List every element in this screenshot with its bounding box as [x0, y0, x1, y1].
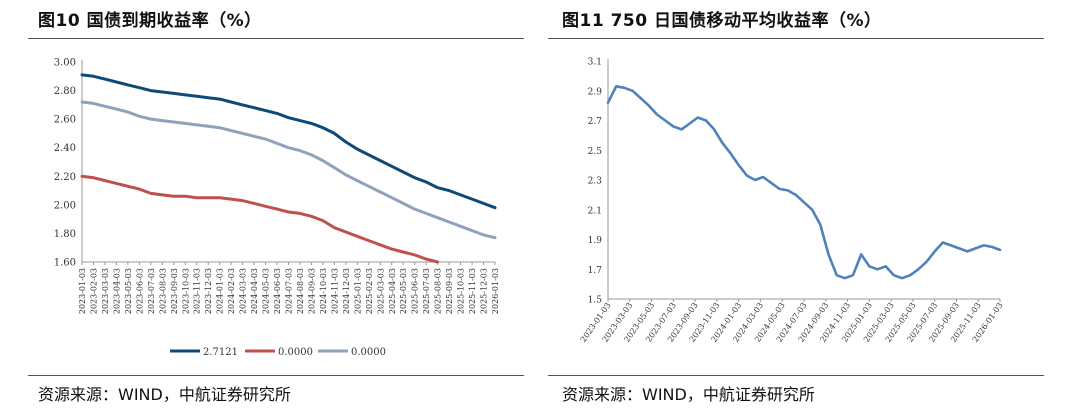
- x-tick-label: 2025-05-03: [399, 268, 408, 314]
- x-tick-label: 2024-01-03: [216, 268, 225, 314]
- series-line-2: [80, 100, 497, 240]
- x-tick-label: 2023-11-03: [193, 268, 202, 314]
- x-tick-label: 2023-09-03: [170, 268, 179, 314]
- y-tick-label: 2.20: [54, 172, 76, 183]
- x-tick-label: 2023-05-03: [124, 268, 133, 314]
- x-tick-label: 2024-05-03: [262, 268, 271, 314]
- y-tick-label: 2.3: [588, 177, 603, 187]
- x-tick-label: 2025-04-03: [388, 268, 397, 314]
- x-tick-label: 2025-10-03: [457, 268, 466, 314]
- x-tick-label: 2025-01-03: [353, 268, 362, 314]
- x-tick-label: 2025-09-03: [445, 268, 454, 314]
- right-source-note: 资源来源：WIND，中航证券研究所: [562, 385, 815, 404]
- x-tick-label: 2023-04-03: [112, 268, 121, 314]
- moving-average-yield-chart: 1.51.71.92.12.32.52.72.93.12023-01-03202…: [579, 58, 1005, 344]
- x-tick-label: 2025-02-03: [365, 268, 374, 314]
- left-source-note: 资源来源：WIND，中航证券研究所: [38, 385, 291, 404]
- yield-to-maturity-chart: 1.60 1.80 2.00 2.20 2.40 2.60 2.80 3.00 2023-01-…: [54, 58, 500, 359]
- legend-label-1: 0.0000: [278, 347, 313, 358]
- y-tick-label: 2.1: [588, 206, 602, 216]
- x-tick-label: 2023-08-03: [158, 268, 167, 314]
- series-line-0: [606, 85, 1002, 280]
- x-tick-label: 2023-01-03: [78, 268, 87, 314]
- x-tick-label: 2025-08-03: [434, 268, 443, 314]
- y-tick-label: 3.1: [588, 58, 602, 68]
- x-tick-label: 2024-11-03: [330, 268, 339, 314]
- y-tick-label: 2.00: [54, 200, 76, 211]
- x-tick-label: 2023-02-03: [89, 268, 98, 314]
- y-tick-label: 2.9: [588, 87, 603, 97]
- legend-label-0: 2.7121: [203, 347, 238, 358]
- x-tick-label: 2024-10-03: [319, 268, 328, 314]
- x-tick-label: 2024-08-03: [296, 268, 305, 314]
- y-tick-label: 2.5: [588, 147, 603, 157]
- y-tick-label: 2.60: [54, 115, 76, 126]
- x-tick-label: 2025-06-03: [411, 268, 420, 314]
- x-tick-label: 2024-04-03: [250, 268, 259, 314]
- y-tick-label: 2.7: [588, 117, 603, 127]
- x-tick-label: 2025-12-03: [480, 268, 489, 314]
- series-line-1: [80, 174, 440, 264]
- left-panel: 图10 国债到期收益率（%） 1.60 1.80 2.00 2.20 2.40 2.60 2…: [0, 0, 530, 413]
- x-tick-label: 2023-07-03: [147, 268, 156, 314]
- y-tick-label: 2.80: [54, 86, 76, 97]
- x-tick-label: 2025-07-03: [422, 268, 431, 314]
- x-tick-label: 2025-11-03: [468, 268, 477, 314]
- x-tick-label: 2024-07-03: [285, 268, 294, 314]
- y-tick-label: 3.00: [54, 58, 76, 69]
- y-tick-label: 2.40: [54, 143, 76, 154]
- x-tick-label: 2024-06-03: [273, 268, 282, 314]
- x-tick-label: 2026-01-03: [491, 268, 500, 314]
- y-tick-label: 1.7: [588, 266, 603, 276]
- y-tick-label: 1.80: [54, 229, 76, 240]
- y-tick-label: 1.5: [588, 296, 603, 306]
- left-top-rule: [28, 38, 524, 39]
- x-tick-label: 2023-06-03: [135, 268, 144, 314]
- x-tick-label: 2024-03-03: [239, 268, 248, 314]
- left-bottom-rule: [28, 375, 524, 376]
- x-tick-label: 2024-09-03: [307, 268, 316, 314]
- y-tick-label: 1.9: [588, 236, 603, 246]
- legend-label-2: 0.0000: [351, 347, 386, 358]
- right-panel: 图11 750 日国债移动平均收益率（%） 1.5 1.7 1.9 2.1 2.3 2.5…: [548, 0, 1080, 413]
- left-chart-title: 图10 国债到期收益率（%）: [38, 11, 262, 31]
- x-tick-label: 2024-02-03: [227, 268, 236, 314]
- series-line-0: [80, 73, 497, 210]
- x-tick-label: 2023-10-03: [181, 268, 190, 314]
- x-tick-label: 2023-03-03: [101, 268, 110, 314]
- right-top-rule: [548, 38, 1044, 39]
- x-tick-label: 2025-03-03: [376, 268, 385, 314]
- x-tick-label: 2023-12-03: [204, 268, 213, 314]
- y-tick-label: 1.60: [54, 258, 76, 269]
- x-tick-label: 2024-12-03: [342, 268, 351, 314]
- right-bottom-rule: [548, 375, 1044, 376]
- right-chart-title: 图11 750 日国债移动平均收益率（%）: [562, 11, 882, 31]
